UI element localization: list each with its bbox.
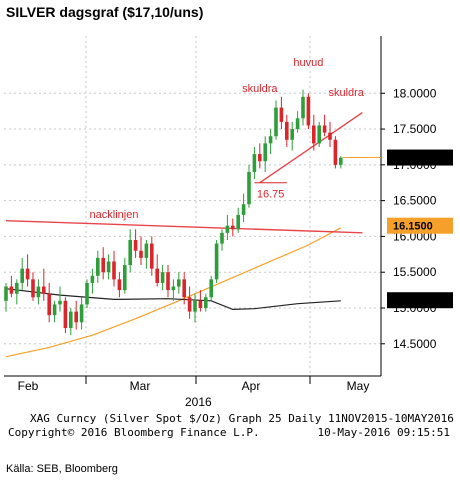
x-tick-label: May xyxy=(347,379,370,393)
candle-body xyxy=(79,304,84,323)
candle-body xyxy=(74,311,78,323)
uptrend-line xyxy=(259,112,363,184)
candle-body xyxy=(209,279,213,298)
candle-body xyxy=(36,286,41,298)
candle-body xyxy=(133,240,138,251)
annotation-left-shoulder: skuldra xyxy=(242,83,278,95)
footer-line-1: XAG Curncy (Silver Spot $/Oz) Graph 25 D… xyxy=(30,412,454,425)
candle-body xyxy=(322,125,327,133)
candle-body xyxy=(306,96,311,126)
candle-body xyxy=(128,240,132,266)
candle-body xyxy=(317,125,321,144)
candle-body xyxy=(166,272,170,291)
candle-body xyxy=(339,157,343,165)
annotation-neckline: nacklinjen xyxy=(90,209,139,221)
candle-body xyxy=(69,311,73,329)
candle-body xyxy=(328,132,332,140)
y-tick-label: 16.5000 xyxy=(393,194,437,208)
candle-body xyxy=(144,243,149,258)
y-tick-label: 18.0000 xyxy=(393,86,437,100)
candle-body xyxy=(295,118,300,130)
candle-body xyxy=(90,275,95,283)
price-label-text: 17.1019 xyxy=(393,153,433,165)
candle-body xyxy=(15,282,19,294)
y-tick-label: 17.5000 xyxy=(393,122,437,136)
candle-body xyxy=(177,279,181,287)
candle-body xyxy=(101,257,105,273)
candle-body xyxy=(139,250,143,258)
candle-body xyxy=(274,107,278,137)
candles xyxy=(4,89,343,336)
candle-body xyxy=(258,154,262,162)
annotation-head: huvud xyxy=(293,57,323,69)
price-label-box xyxy=(387,292,453,309)
candle-body xyxy=(333,139,338,165)
candle-body xyxy=(171,286,176,291)
candle-body xyxy=(312,125,316,144)
candle-body xyxy=(198,300,203,308)
plot-area xyxy=(4,36,381,376)
annotation-right-shoulder: skuldra xyxy=(328,87,364,99)
candle-body xyxy=(236,214,240,230)
x-axis: Feb Mar Apr May xyxy=(18,376,370,393)
annotation-low-value: 16.75 xyxy=(257,189,285,201)
price-label-text: 16.1500 xyxy=(393,221,433,233)
x-tick-label: Mar xyxy=(130,379,151,393)
candle-body xyxy=(85,282,89,305)
chart-title: SILVER dagsgraf ($17,10/uns) xyxy=(6,4,204,20)
price-label-box xyxy=(387,149,453,166)
candle-body xyxy=(25,268,30,280)
x-tick-label: Apr xyxy=(242,379,261,393)
candle-body xyxy=(20,268,24,283)
candle-body xyxy=(106,261,111,273)
candle-body xyxy=(214,243,219,280)
candle-body xyxy=(47,293,51,316)
candle-body xyxy=(301,96,305,119)
candle-body xyxy=(31,279,35,298)
candle-body xyxy=(285,121,289,140)
price-label-text: 15.1087 xyxy=(393,295,433,307)
candle-body xyxy=(9,286,14,294)
candle-body xyxy=(63,300,68,329)
footer-copyright: Copyright© 2016 Bloomberg Finance L.P. xyxy=(8,426,260,439)
source-note: Källa: SEB, Bloomberg xyxy=(6,463,118,475)
candle-body xyxy=(225,225,230,233)
candle-body xyxy=(155,268,159,283)
grid xyxy=(4,36,381,376)
year-label: 2016 xyxy=(185,395,212,409)
y-tick-label: 14.5000 xyxy=(393,337,437,351)
candle-body xyxy=(290,129,294,140)
candle-body xyxy=(160,272,165,283)
candle-body xyxy=(252,154,257,172)
neckline xyxy=(5,220,363,234)
candle-body xyxy=(96,257,100,276)
moving-average-long xyxy=(5,227,342,358)
candle-body xyxy=(247,172,251,205)
candle-body xyxy=(241,204,246,215)
candle-body xyxy=(204,297,208,308)
candle-body xyxy=(231,225,235,230)
candle-body xyxy=(112,261,116,280)
candle-body xyxy=(220,232,224,244)
y-tick-label: 15.5000 xyxy=(393,265,437,279)
footer-timestamp: 10-May-2016 09:15:51 xyxy=(318,426,450,439)
candle-body xyxy=(182,279,186,298)
candle-body xyxy=(123,265,127,291)
candle-body xyxy=(263,143,267,162)
candle-body xyxy=(279,107,284,122)
candle-body xyxy=(52,304,57,316)
candle-body xyxy=(4,286,8,301)
price-labels: 17.1019 16.1500 15.1087 xyxy=(387,149,453,309)
annotations: huvud skuldra skuldra 16.75 nacklinjen xyxy=(90,57,365,221)
price-label-box xyxy=(387,217,453,234)
candle-body xyxy=(187,297,192,312)
candle-body xyxy=(58,300,62,305)
candle-body xyxy=(268,136,273,144)
candle-body xyxy=(193,300,197,312)
candle-body xyxy=(150,243,154,269)
candle-body xyxy=(117,279,122,291)
candle-body xyxy=(42,286,46,294)
x-tick-label: Feb xyxy=(18,379,39,393)
